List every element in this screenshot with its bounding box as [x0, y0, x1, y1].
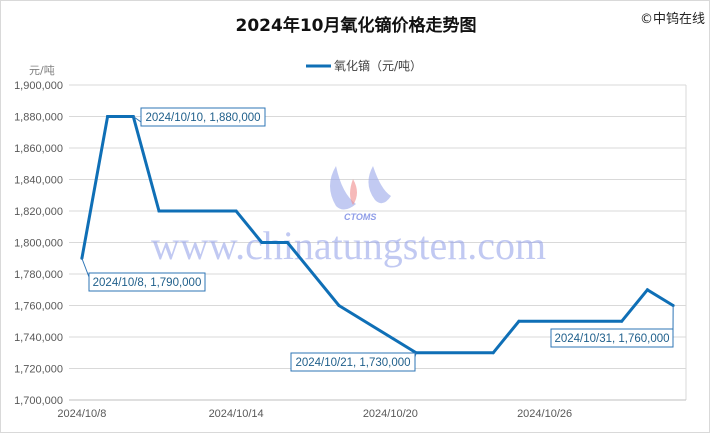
y-tick-label: 1,780,000 — [14, 269, 63, 281]
data-point — [517, 319, 521, 323]
label-box — [290, 352, 416, 372]
legend-label: 氧化镝（元/吨） — [334, 58, 422, 73]
data-point — [157, 209, 161, 213]
gridlines — [69, 84, 687, 401]
y-tick-label: 1,860,000 — [14, 143, 63, 155]
series-line — [80, 115, 674, 355]
data-point — [286, 241, 290, 244]
data-point — [337, 304, 341, 307]
copyright: ©中钨在线 — [640, 11, 705, 27]
data-point — [645, 288, 649, 292]
data-label-text: 2024/10/10, 1,880,000 — [145, 112, 260, 124]
data-label: 2024/10/31, 1,760,000 — [550, 305, 674, 348]
data-point — [620, 319, 624, 323]
data-label: 2024/10/10, 1,880,000 — [132, 107, 266, 127]
ctoms-logo: CTOMS — [330, 166, 391, 222]
data-point — [234, 209, 238, 213]
data-label-text: 2024/10/8, 1,790,000 — [93, 277, 202, 289]
y-tick-label: 1,720,000 — [14, 364, 63, 376]
y-tick-label: 1,900,000 — [14, 80, 63, 92]
y-tick-label: 1,700,000 — [14, 395, 63, 407]
y-tick-label: 1,880,000 — [14, 112, 63, 124]
x-tick-label: 2024/10/26 — [517, 408, 572, 420]
watermark-text: www.chinatungsten.com — [151, 223, 546, 268]
x-tick-label: 2024/10/20 — [363, 408, 418, 420]
data-label: 2024/10/21, 1,730,000 — [290, 352, 417, 372]
data-point — [491, 351, 495, 355]
y-tick-label: 1,840,000 — [14, 175, 63, 187]
data-label-text: 2024/10/31, 1,760,000 — [554, 333, 669, 345]
label-box — [550, 328, 674, 348]
y-tick-label: 1,760,000 — [14, 301, 63, 313]
data-point — [106, 115, 110, 118]
legend: 氧化镝（元/吨） — [306, 58, 422, 73]
y-tick-label: 1,800,000 — [14, 238, 63, 250]
data-point — [260, 241, 264, 244]
chart-title: 2024年10月氧化镝价格走势图 — [236, 15, 477, 36]
data-label: 2024/10/8, 1,790,000 — [81, 258, 206, 292]
label-box — [140, 107, 266, 127]
data-label-text: 2024/10/21, 1,730,000 — [295, 357, 410, 369]
x-tick-label: 2024/10/8 — [57, 408, 106, 420]
y-axis-unit: 元/吨 — [29, 64, 55, 77]
x-tick-label: 2024/10/14 — [209, 408, 264, 420]
y-tick-label: 1,820,000 — [14, 206, 63, 218]
label-box — [88, 272, 206, 292]
svg-text:CTOMS: CTOMS — [344, 212, 376, 222]
watermark: CTOMS www.chinatungsten.com — [151, 166, 546, 268]
y-tick-label: 1,740,000 — [14, 332, 63, 344]
